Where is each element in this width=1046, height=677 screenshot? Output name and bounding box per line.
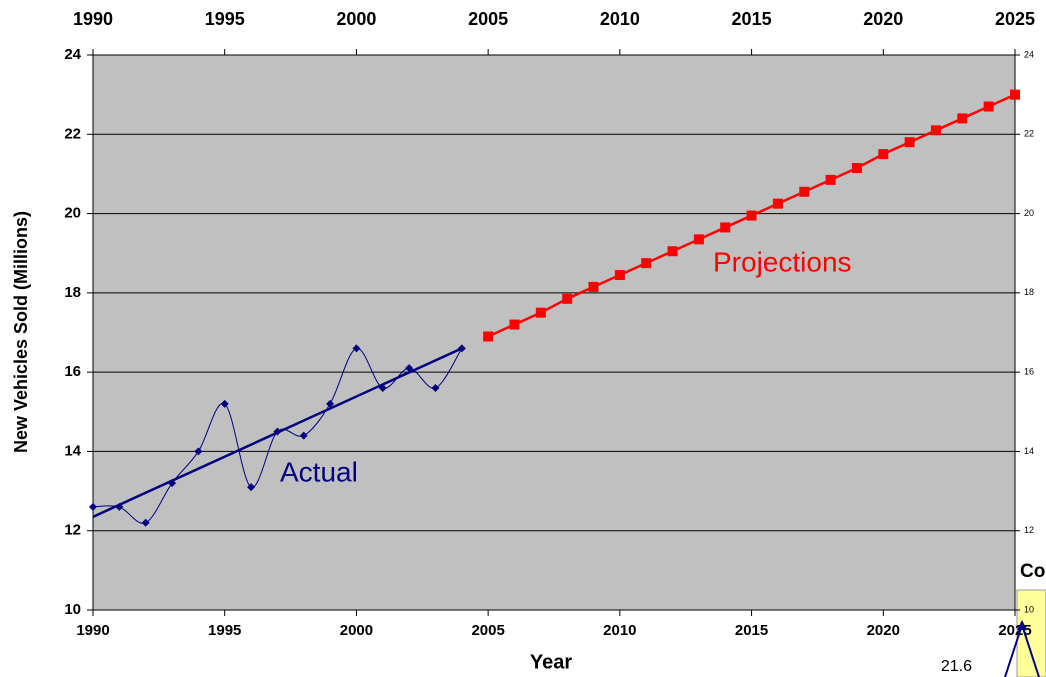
marker (483, 331, 494, 342)
x2-tick-label: 1990 (73, 9, 113, 29)
marker (904, 137, 915, 148)
marker (878, 149, 889, 160)
x-tick-label: 1990 (76, 622, 109, 639)
marker (614, 270, 625, 281)
y-axis-title: New Vehicles Sold (Millions) (11, 211, 31, 453)
x-tick-label: 2010 (603, 622, 636, 639)
marker (220, 399, 229, 408)
marker (299, 431, 308, 440)
marker (983, 101, 994, 112)
x-tick-label: 2000 (340, 622, 373, 639)
x2-tick-label: 1995 (205, 9, 245, 29)
fragment-value: 21.6 (941, 658, 972, 675)
y2-tick-label: 12 (1024, 525, 1034, 535)
marker (194, 447, 203, 456)
plot-area (92, 54, 1016, 611)
y2-tick-label: 10 (1024, 604, 1034, 614)
marker (457, 344, 466, 353)
x2-tick-label: 2025 (995, 9, 1035, 29)
marker (641, 258, 652, 269)
fragment-heading: Co (1020, 561, 1045, 582)
marker (509, 319, 520, 330)
marker (378, 384, 387, 392)
marker (1010, 89, 1020, 100)
y-tick-label: 10 (64, 601, 81, 618)
marker (693, 234, 704, 245)
x2-tick-label: 2015 (732, 9, 772, 29)
y-tick-label: 18 (64, 284, 81, 301)
y2-tick-label: 20 (1024, 208, 1034, 218)
marker (247, 483, 256, 492)
y-tick-label: 22 (64, 125, 81, 142)
x-tick-label: 1995 (208, 622, 241, 639)
marker (535, 307, 546, 318)
y-tick-label: 12 (64, 522, 81, 539)
marker (825, 174, 836, 185)
arrow-head (1017, 620, 1027, 630)
x2-tick-label: 2010 (600, 9, 640, 29)
x2-tick-label: 2020 (863, 9, 903, 29)
y2-tick-label: 22 (1024, 129, 1034, 139)
marker (720, 222, 731, 233)
x-tick-label: 2020 (867, 622, 900, 639)
yellow-box (1016, 589, 1046, 677)
marker (326, 399, 335, 408)
x-axis-title: Year (530, 651, 572, 673)
marker (115, 502, 124, 511)
y2-tick-label: 24 (1024, 49, 1034, 59)
marker (431, 384, 440, 392)
annotation: Actual (280, 456, 358, 487)
marker (957, 113, 968, 124)
marker (772, 198, 783, 209)
y-tick-label: 14 (64, 442, 81, 459)
marker (273, 427, 282, 436)
marker (562, 293, 573, 304)
y-tick-label: 20 (64, 205, 81, 222)
marker (141, 518, 150, 527)
y-tick-label: 24 (64, 46, 81, 63)
marker (352, 344, 361, 353)
y2-tick-label: 18 (1024, 287, 1034, 297)
marker (89, 502, 97, 511)
x-tick-label: 2015 (735, 622, 768, 639)
y2-tick-label: 14 (1024, 446, 1034, 456)
x2-tick-label: 2000 (336, 9, 376, 29)
marker (588, 281, 599, 292)
marker (667, 246, 678, 257)
marker (930, 125, 941, 136)
marker (799, 186, 810, 197)
marker (405, 364, 414, 373)
y-tick-label: 16 (64, 363, 81, 380)
x2-tick-label: 2005 (468, 9, 508, 29)
annotation: Projections (713, 246, 852, 277)
y2-tick-label: 16 (1024, 367, 1034, 377)
x-tick-label: 2005 (471, 622, 504, 639)
marker (851, 162, 862, 173)
marker (746, 210, 757, 221)
marker (168, 479, 177, 488)
